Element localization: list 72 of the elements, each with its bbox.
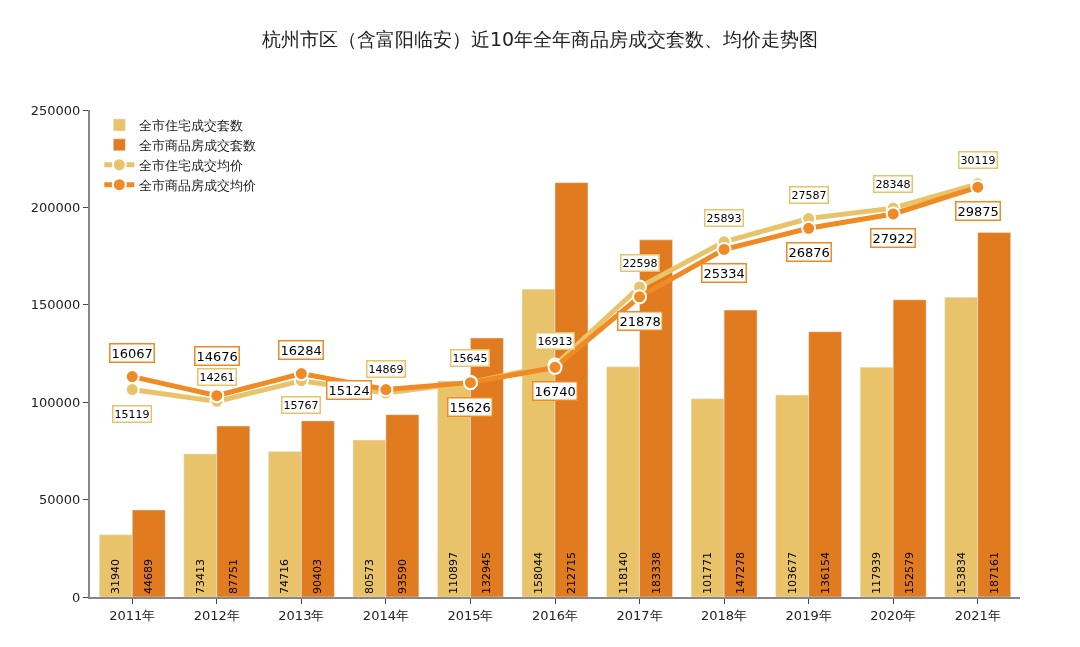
data-label: 87751 [226, 559, 240, 594]
data-label: 15119 [114, 407, 150, 421]
x-tick-label: 2014年 [362, 607, 409, 623]
y-tick-label: 200000 [30, 199, 81, 215]
chart-title: 杭州市区（含富阳临安）近10年全年商品房成交套数、均价走势图 [260, 27, 819, 50]
x-tick-label: 2016年 [531, 607, 579, 623]
data-label: 15767 [283, 398, 319, 412]
data-label: 101771 [701, 552, 715, 594]
data-label: 15645 [452, 351, 488, 365]
data-label: 90403 [311, 559, 325, 594]
x-tick-label: 2019年 [785, 607, 832, 623]
point [885, 206, 901, 222]
data-label: 25893 [706, 211, 742, 225]
point [293, 366, 309, 382]
data-label: 147278 [734, 552, 748, 594]
data-label: 74716 [278, 559, 292, 594]
legend-label: 全市商品房成交均价 [139, 177, 257, 193]
data-label: 27922 [872, 230, 914, 246]
point [801, 220, 817, 236]
x-tick-label: 2012年 [193, 607, 240, 623]
data-label: 132945 [480, 552, 494, 594]
point [716, 241, 732, 257]
x-tick-label: 2021年 [954, 607, 1001, 623]
data-label: 183338 [649, 552, 663, 594]
data-label: 212715 [564, 552, 578, 594]
point [209, 388, 225, 404]
data-label: 44689 [142, 559, 156, 594]
legend-label: 全市住宅成交套数 [139, 118, 244, 134]
data-label: 16740 [534, 383, 576, 399]
x-tick-label: 2015年 [447, 607, 494, 623]
data-label: 117939 [870, 552, 884, 594]
data-label: 153834 [954, 552, 968, 594]
data-label: 21878 [619, 313, 661, 329]
legend-label: 全市商品房成交套数 [139, 137, 257, 153]
x-tick-label: 2011年 [109, 607, 156, 623]
y-tick-label: 100000 [30, 394, 81, 410]
data-label: 14676 [196, 348, 238, 364]
data-label: 15124 [328, 382, 370, 398]
data-label: 80573 [362, 559, 376, 594]
data-label: 14261 [199, 370, 235, 384]
data-label: 93590 [395, 559, 409, 594]
point [632, 289, 648, 305]
data-label: 16067 [111, 345, 153, 361]
x-tick-label: 2018年 [701, 607, 748, 623]
data-label: 152579 [903, 552, 917, 594]
data-label: 22598 [622, 256, 658, 270]
x-tick-label: 2017年 [616, 607, 663, 623]
data-label: 158044 [532, 552, 546, 594]
data-label: 118140 [616, 552, 630, 594]
data-label: 15626 [449, 399, 491, 415]
data-label: 30119 [960, 153, 996, 167]
data-label: 25334 [703, 265, 745, 281]
data-label: 73413 [193, 559, 207, 594]
data-label: 103677 [785, 552, 799, 594]
legend-label: 全市住宅成交均价 [139, 157, 244, 173]
data-label: 27587 [791, 188, 827, 202]
x-tick-label: 2013年 [278, 607, 325, 623]
data-label: 110897 [447, 552, 461, 594]
data-label: 16913 [537, 334, 573, 348]
data-label: 31940 [109, 559, 123, 594]
y-tick-label: 250000 [30, 102, 81, 118]
data-label: 16284 [280, 342, 322, 358]
data-label: 187161 [987, 552, 1001, 594]
data-label: 26876 [788, 244, 830, 260]
y-tick-label: 150000 [30, 297, 81, 313]
y-tick-label: 0 [72, 589, 81, 605]
data-label: 136154 [818, 552, 832, 594]
y-tick-label: 50000 [39, 492, 81, 508]
data-label: 28348 [875, 177, 911, 191]
data-label: 29875 [957, 203, 999, 219]
data-label: 14869 [368, 362, 404, 376]
x-tick-label: 2020年 [870, 607, 917, 623]
